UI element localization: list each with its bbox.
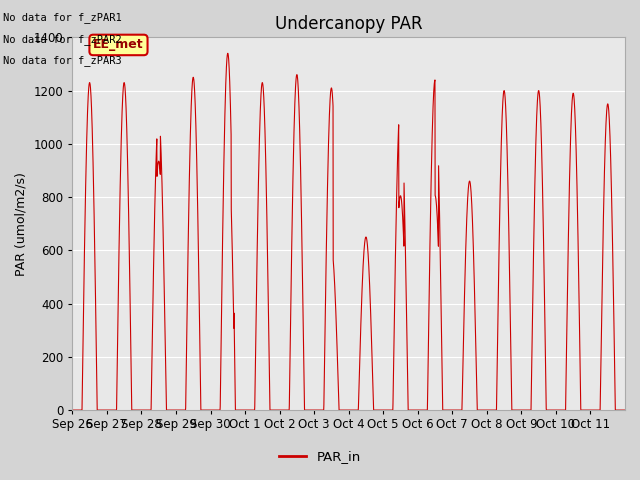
Text: No data for f_zPAR2: No data for f_zPAR2	[3, 34, 122, 45]
Legend: PAR_in: PAR_in	[274, 445, 366, 468]
Text: No data for f_zPAR1: No data for f_zPAR1	[3, 12, 122, 23]
Text: EE_met: EE_met	[93, 38, 144, 51]
Title: Undercanopy PAR: Undercanopy PAR	[275, 15, 422, 33]
Text: No data for f_zPAR3: No data for f_zPAR3	[3, 55, 122, 66]
Y-axis label: PAR (umol/m2/s): PAR (umol/m2/s)	[15, 172, 28, 276]
